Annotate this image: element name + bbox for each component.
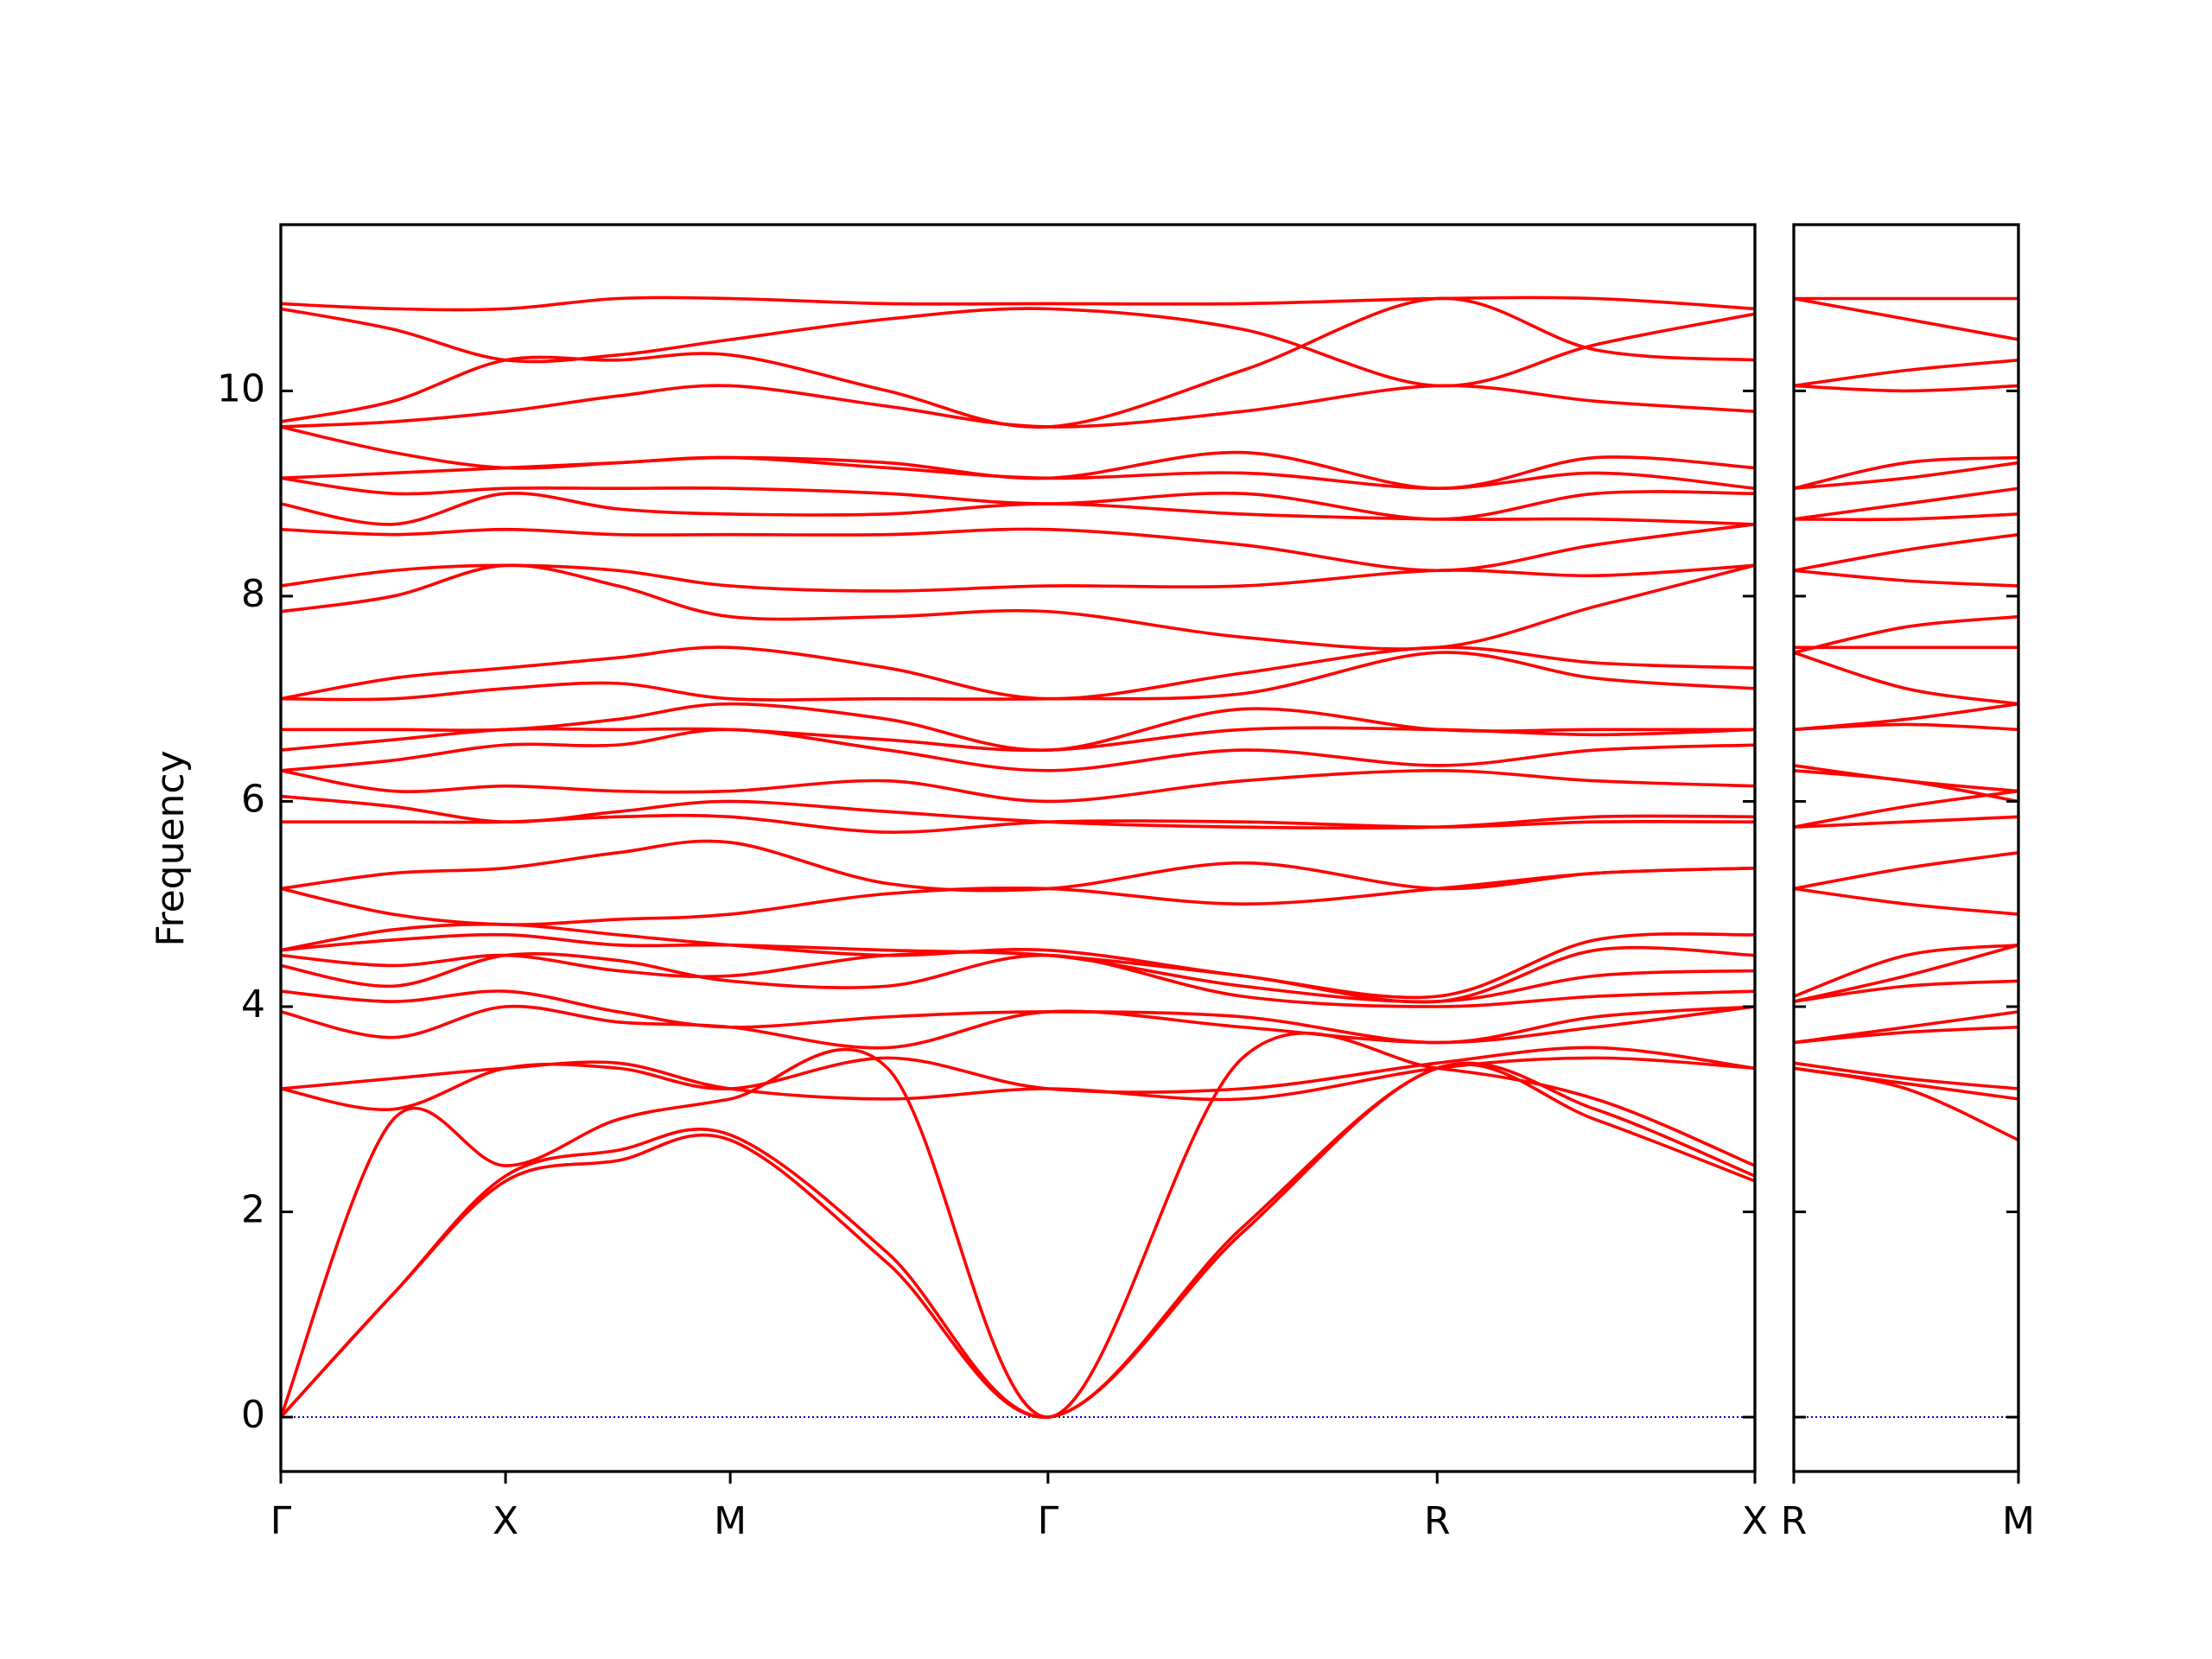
- band-line: [281, 1056, 1755, 1102]
- band-line: [1794, 943, 2018, 998]
- band-line: [281, 563, 1755, 593]
- band-line: [1794, 296, 2018, 341]
- x-tick-label: Γ: [270, 1499, 292, 1543]
- band-line: [281, 523, 1755, 573]
- band-line: [1794, 943, 2018, 1003]
- band-line: [1794, 789, 2018, 829]
- y-tick-label: 4: [241, 982, 265, 1027]
- y-tick-label: 0: [241, 1393, 265, 1437]
- band-line: [1794, 461, 2018, 491]
- band-line: [281, 1004, 1755, 1050]
- band-line: [1794, 815, 2018, 829]
- band-line: [1794, 887, 2018, 916]
- band-line: [1794, 979, 2018, 1003]
- x-tick-label: R: [1424, 1499, 1451, 1543]
- band-line: [281, 1061, 1755, 1419]
- band-line: [1794, 651, 2018, 706]
- band-line: [281, 950, 1755, 1004]
- band-line: [281, 1032, 1755, 1419]
- band-line: [281, 1062, 1755, 1419]
- band-line: [281, 296, 1755, 312]
- band-line: [281, 296, 1755, 429]
- band-line: [281, 702, 1755, 752]
- band-line: [1794, 764, 2018, 793]
- band-line: [1794, 486, 2018, 521]
- band-line: [1794, 384, 2018, 393]
- x-tick-label: M: [714, 1499, 747, 1543]
- band-line: [1794, 1025, 2018, 1045]
- band-line: [281, 492, 1755, 526]
- band-line: [281, 384, 1755, 429]
- band-line: [281, 651, 1755, 702]
- y-tick-label: 10: [217, 366, 265, 410]
- x-tick-label: R: [1781, 1499, 1808, 1543]
- band-line: [1794, 702, 2018, 732]
- band-line: [281, 645, 1755, 701]
- band-line: [1794, 851, 2018, 891]
- x-tick-label: X: [1742, 1499, 1768, 1543]
- band-line: [281, 425, 1755, 491]
- plot-area: [1794, 296, 2018, 1419]
- band-line: [1794, 455, 2018, 490]
- band-line: [281, 813, 1755, 834]
- band-line: [1794, 512, 2018, 522]
- band-line: [1794, 358, 2018, 388]
- y-tick-label: 6: [241, 777, 265, 821]
- band-line: [281, 839, 1755, 893]
- band-line: [281, 769, 1755, 804]
- axes-frame: [279, 223, 1757, 1473]
- band-line: [1794, 1010, 2018, 1045]
- band-line: [281, 307, 1755, 388]
- band-line: [281, 794, 1755, 830]
- y-axis-label: Frequency: [149, 750, 193, 946]
- band-line: [1794, 614, 2018, 655]
- band-line: [1794, 1066, 2018, 1101]
- y-tick-label: 8: [241, 572, 265, 616]
- band-line: [281, 866, 1755, 926]
- band-line: [1794, 532, 2018, 573]
- band-line: [1794, 569, 2018, 588]
- y-tick-label: 2: [241, 1188, 265, 1232]
- x-tick-label: M: [2002, 1499, 2035, 1543]
- band-line: [281, 476, 1755, 521]
- x-tick-label: X: [493, 1499, 518, 1543]
- band-line: [281, 455, 1755, 491]
- band-line: [281, 1046, 1755, 1111]
- x-tick-label: Γ: [1038, 1499, 1059, 1543]
- band-line: [1794, 1061, 2018, 1090]
- band-line: [281, 989, 1755, 1045]
- band-line: [281, 563, 1755, 651]
- plot-area: [281, 296, 1755, 1419]
- axes-frame: [1792, 223, 2020, 1473]
- band-line: [281, 728, 1755, 772]
